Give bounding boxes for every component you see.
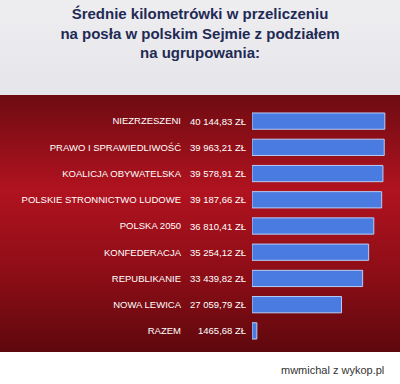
svg-text:RAZEM: RAZEM — [148, 325, 181, 336]
svg-text:POLSKIE STRONNICTWO LUDOWE: POLSKIE STRONNICTWO LUDOWE — [22, 194, 181, 205]
svg-text:KOALICJA OBYWATELSKA: KOALICJA OBYWATELSKA — [62, 168, 181, 179]
svg-text:40 144,83 ZŁ: 40 144,83 ZŁ — [190, 116, 246, 127]
svg-text:NIEZRZESZENI: NIEZRZESZENI — [112, 115, 181, 126]
svg-text:NOWA LEWICA: NOWA LEWICA — [113, 299, 181, 310]
svg-text:PRAWO I SPRAWIEDLIWOŚĆ: PRAWO I SPRAWIEDLIWOŚĆ — [50, 142, 181, 153]
svg-text:39 187,66 ZŁ: 39 187,66 ZŁ — [190, 194, 246, 205]
svg-text:39 963,21 ZŁ: 39 963,21 ZŁ — [190, 142, 246, 153]
svg-text:Średnie kilometrówki w przelic: Średnie kilometrówki w przeliczeniuna po… — [60, 5, 339, 61]
svg-text:39 578,91 ZŁ: 39 578,91 ZŁ — [190, 168, 246, 179]
svg-text:POLSKA 2050: POLSKA 2050 — [120, 220, 181, 231]
svg-text:mwmichal z wykop.pl: mwmichal z wykop.pl — [281, 364, 384, 376]
svg-text:36 810,41 ZŁ: 36 810,41 ZŁ — [190, 221, 246, 232]
svg-text:33 439,82 ZŁ: 33 439,82 ZŁ — [190, 273, 246, 284]
svg-text:27 059,79 ZŁ: 27 059,79 ZŁ — [190, 299, 246, 310]
svg-text:KONFEDERACJA: KONFEDERACJA — [104, 247, 182, 258]
svg-text:REPUBLIKANIE: REPUBLIKANIE — [112, 273, 181, 284]
svg-text:1465,68 ZŁ: 1465,68 ZŁ — [198, 325, 246, 336]
svg-text:35 254,12 ZŁ: 35 254,12 ZŁ — [190, 247, 246, 258]
